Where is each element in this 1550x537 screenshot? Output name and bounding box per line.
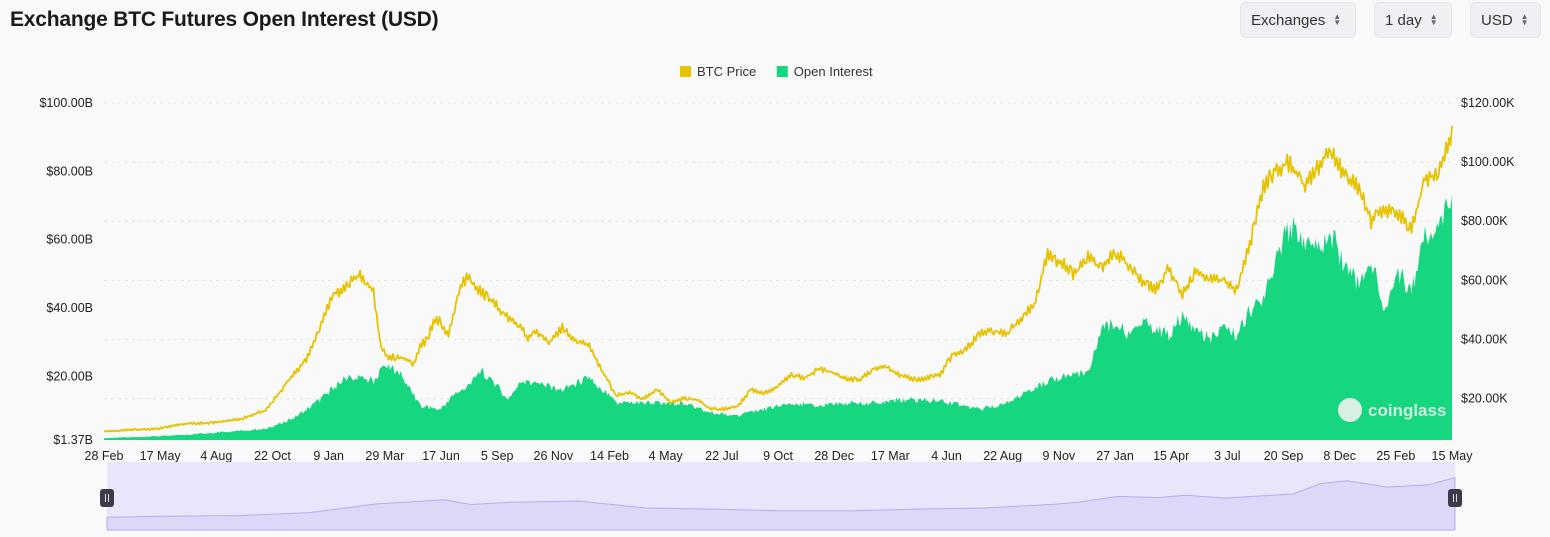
x-axis-tick-label: 17 May xyxy=(140,449,182,463)
legend-swatch xyxy=(680,66,691,77)
currency-select-label: USD xyxy=(1481,11,1513,29)
btc-price-line xyxy=(103,125,1453,433)
chevron-updown-icon: ▲ ▼ xyxy=(1520,12,1529,27)
chevron-updown-icon: ▲ ▼ xyxy=(1429,12,1438,27)
x-axis-tick-label: 9 Nov xyxy=(1043,449,1076,463)
coinglass-logo-icon xyxy=(1338,398,1362,422)
x-axis-tick-label: 4 Jun xyxy=(931,449,962,463)
legend: BTC Price Open Interest xyxy=(680,64,873,79)
x-axis-tick-label: 8 Dec xyxy=(1323,449,1356,463)
x-axis-tick-label: 29 Mar xyxy=(365,449,404,463)
right-axis-tick-label: $20.00K xyxy=(1461,392,1508,406)
x-axis-tick-label: 9 Oct xyxy=(763,449,793,463)
interval-select[interactable]: 1 day ▲ ▼ xyxy=(1374,2,1452,38)
x-axis-tick-label: 3 Jul xyxy=(1214,449,1240,463)
navigator-series xyxy=(106,477,1456,531)
right-axis-tick-label: $40.00K xyxy=(1461,332,1508,346)
x-axis-tick-label: 14 Feb xyxy=(590,449,629,463)
x-axis-tick-label: 22 Aug xyxy=(983,449,1022,463)
right-axis-tick-label: $60.00K xyxy=(1461,273,1508,287)
legend-label: Open Interest xyxy=(794,64,873,79)
x-axis: 28 Feb 17 May 4 Aug 22 Oct 9 Jan 29 Mar 17 Jun… xyxy=(85,449,1474,463)
x-axis-tick-label: 5 Sep xyxy=(481,449,514,463)
navigator[interactable] xyxy=(100,462,1462,531)
navigator-handle-right[interactable] xyxy=(1448,489,1462,507)
left-axis-tick-label: $60.00B xyxy=(46,233,93,247)
right-axis-tick-label: $80.00K xyxy=(1461,214,1508,228)
watermark-text: coinglass xyxy=(1368,401,1446,420)
x-axis-tick-label: 17 Mar xyxy=(871,449,910,463)
navigator-handle-left[interactable] xyxy=(100,489,114,507)
x-axis-tick-label: 15 May xyxy=(1432,449,1474,463)
chevron-updown-icon: ▲ ▼ xyxy=(1333,12,1342,27)
legend-swatch xyxy=(776,66,788,77)
left-axis: $1.37B $20.00B $40.00B $60.00B $80.00B $100.0… xyxy=(39,96,93,447)
left-axis-tick-label: $80.00B xyxy=(46,164,93,178)
x-axis-tick-label: 26 Nov xyxy=(534,449,574,463)
x-axis-tick-label: 17 Jun xyxy=(422,449,460,463)
left-axis-tick-label: $1.37B xyxy=(53,433,93,447)
left-axis-tick-label: $40.00B xyxy=(46,301,93,315)
right-axis-tick-label: $100.00K xyxy=(1461,155,1515,169)
x-axis-tick-label: 22 Oct xyxy=(254,449,291,463)
plot-area xyxy=(103,125,1453,440)
x-axis-tick-label: 22 Jul xyxy=(705,449,738,463)
watermark: coinglass xyxy=(1338,398,1446,422)
right-axis-tick-label: $120.00K xyxy=(1461,96,1515,110)
legend-label: BTC Price xyxy=(697,64,756,79)
x-axis-tick-label: 27 Jan xyxy=(1096,449,1134,463)
x-axis-tick-label: 4 Aug xyxy=(200,449,232,463)
exchanges-select-label: Exchanges xyxy=(1251,11,1326,29)
x-axis-tick-label: 9 Jan xyxy=(313,449,344,463)
exchanges-select[interactable]: Exchanges ▲ ▼ xyxy=(1240,2,1356,38)
x-axis-tick-label: 25 Feb xyxy=(1376,449,1415,463)
open-interest-area xyxy=(104,195,1452,440)
x-axis-tick-label: 28 Dec xyxy=(814,449,854,463)
left-axis-tick-label: $20.00B xyxy=(46,369,93,383)
interval-select-label: 1 day xyxy=(1385,11,1422,29)
x-axis-tick-label: 4 May xyxy=(649,449,684,463)
x-axis-tick-label: 15 Apr xyxy=(1153,449,1189,463)
right-axis: $20.00K $40.00K $60.00K $80.00K $100.00K $120… xyxy=(1461,96,1515,406)
x-axis-tick-label: 28 Feb xyxy=(85,449,124,463)
x-axis-tick-label: 20 Sep xyxy=(1264,449,1304,463)
left-axis-tick-label: $100.00B xyxy=(39,96,93,110)
page-title: Exchange BTC Futures Open Interest (USD) xyxy=(10,8,439,31)
currency-select[interactable]: USD ▲ ▼ xyxy=(1470,2,1541,38)
